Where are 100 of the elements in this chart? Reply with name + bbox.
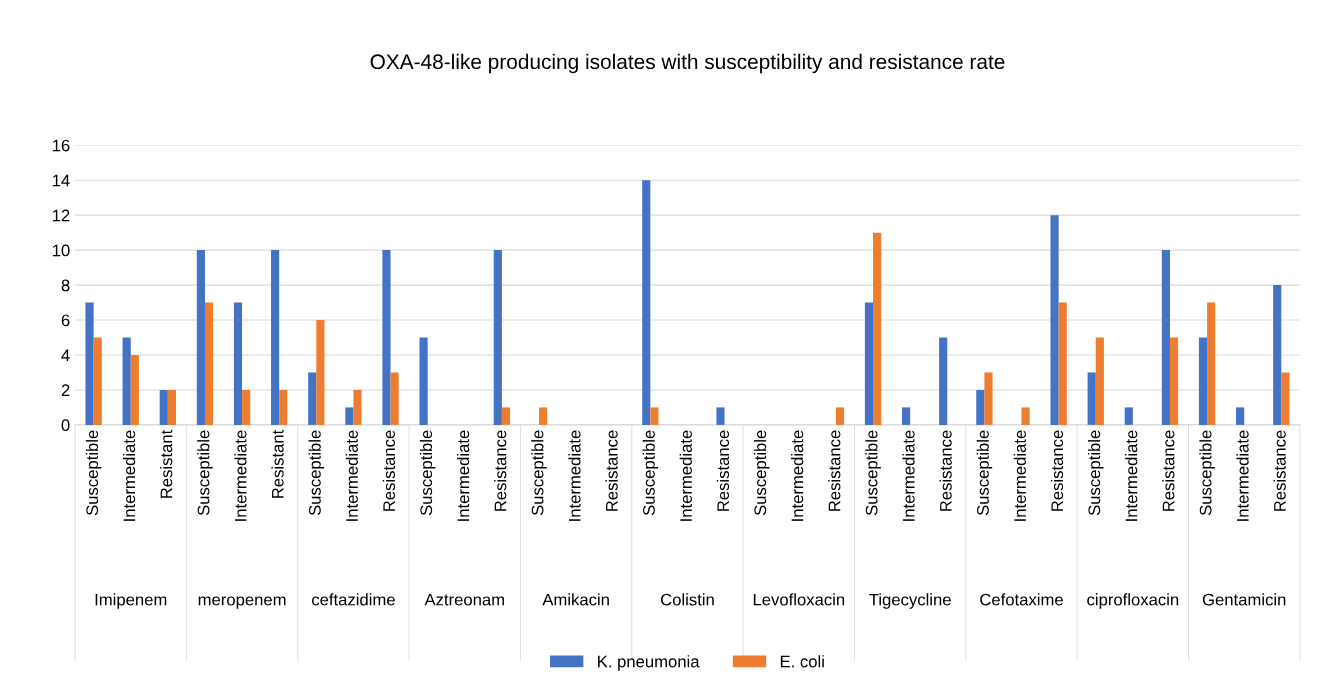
bar [204, 302, 214, 425]
bar [167, 389, 177, 425]
bar [85, 302, 94, 425]
x-tick-label: Susceptible [642, 430, 659, 516]
x-tick-label: Resistance [716, 430, 730, 511]
bar [716, 407, 725, 425]
x-tick-label: Intermediate [122, 430, 136, 521]
x-tick-label: Susceptible [1087, 430, 1104, 516]
bar [1236, 407, 1245, 425]
y-tick-label: 0 [61, 419, 70, 432]
text: Tigecycline [869, 593, 951, 609]
y-tick-label: 6 [61, 314, 70, 327]
x-tick-label: Resistance [494, 430, 507, 511]
bar [1169, 337, 1179, 425]
chart-title: OXA-48-like producing isolates with susceptibility and resistance rate [370, 53, 1005, 74]
x-tick-label: Intermediate [902, 430, 915, 521]
x-tick-label: Resistant [160, 429, 173, 498]
text: meropenem [198, 596, 286, 609]
x-tick-label: Susceptible [197, 430, 213, 516]
x-tick-label: Susceptible [753, 430, 770, 516]
bar [279, 389, 288, 425]
bar [1021, 407, 1030, 425]
bar [501, 407, 511, 425]
bar [1050, 215, 1059, 425]
x-tick-label: Intermediate [679, 430, 692, 521]
bar [493, 250, 502, 425]
text: Aztreonam [424, 593, 504, 606]
legend-label: E. coli [780, 655, 824, 668]
y-tick-label: 10 [52, 244, 70, 257]
x-tick-label: Susceptible [976, 430, 993, 516]
x-tick-label: Resistance [1162, 430, 1175, 511]
text: Amikacin [542, 593, 609, 606]
x-tick-label: Resistance [939, 430, 952, 511]
bar [1058, 302, 1067, 425]
bar [419, 337, 428, 425]
text: ciprofloxacin [1087, 593, 1179, 609]
bar [642, 180, 651, 425]
x-tick-label: Susceptible [531, 430, 547, 516]
bar [650, 407, 659, 425]
bar [1281, 372, 1290, 425]
x-tick-label: Resistance [1273, 430, 1286, 511]
x-tick-label: Resistance [1050, 430, 1064, 511]
text: Imipenem [95, 593, 167, 609]
bar [864, 302, 874, 425]
bar [976, 389, 985, 425]
text: Cefotaxime [980, 593, 1063, 606]
bar [316, 320, 325, 425]
bar [93, 337, 102, 425]
x-tick-label: Intermediate [1236, 430, 1249, 521]
x-tick-label: Intermediate [345, 430, 358, 521]
bar [1207, 302, 1216, 425]
bar [1087, 372, 1096, 425]
x-tick-label: Resistance [382, 430, 396, 511]
bar [902, 407, 911, 425]
bar [233, 302, 243, 425]
x-tick-label: Resistant [271, 429, 284, 498]
bar [271, 250, 280, 425]
x-tick-label: Resistance [828, 430, 841, 511]
bar [835, 407, 845, 425]
bar [873, 232, 882, 425]
bar [539, 407, 548, 425]
y-tick-label: 2 [61, 384, 70, 396]
bar [242, 389, 251, 425]
bar [196, 250, 205, 425]
text: Gentamicin [1202, 593, 1286, 606]
y-tick-label: 14 [52, 174, 70, 187]
x-tick-label: Intermediate [234, 430, 247, 521]
x-tick-label: Intermediate [457, 430, 470, 521]
bar [939, 337, 948, 425]
bar [1161, 250, 1170, 425]
x-tick-label: Intermediate [791, 430, 804, 521]
bar [159, 389, 168, 425]
bar [382, 250, 391, 425]
x-tick-label: Resistance [605, 430, 618, 511]
x-tick-label: Intermediate [568, 430, 581, 521]
bar [390, 372, 399, 425]
x-tick-label: Susceptible [1199, 430, 1215, 516]
y-tick-label: 16 [52, 139, 70, 152]
y-tick-label: 4 [61, 349, 70, 362]
bar [984, 372, 993, 425]
bar [345, 407, 354, 425]
bar [1095, 337, 1104, 425]
legend-label: K. pneumonia [598, 655, 700, 671]
x-tick-label: Susceptible [865, 430, 881, 516]
x-tick-label: Susceptible [308, 430, 325, 516]
bar [1124, 407, 1133, 425]
x-tick-label: Susceptible [419, 430, 436, 516]
y-tick-label: 8 [61, 279, 70, 292]
x-tick-label: Intermediate [1125, 430, 1138, 521]
text: ceftazidime [312, 593, 395, 606]
text: Levofloxacin [753, 593, 845, 606]
bar [1198, 337, 1208, 425]
bar [122, 337, 131, 425]
y-tick-label: 12 [52, 209, 70, 222]
bar [130, 354, 139, 425]
bar [353, 389, 362, 425]
x-tick-label: Susceptible [85, 430, 102, 516]
bar [1273, 285, 1282, 425]
x-tick-label: Intermediate [1013, 430, 1026, 521]
bar [308, 372, 317, 425]
